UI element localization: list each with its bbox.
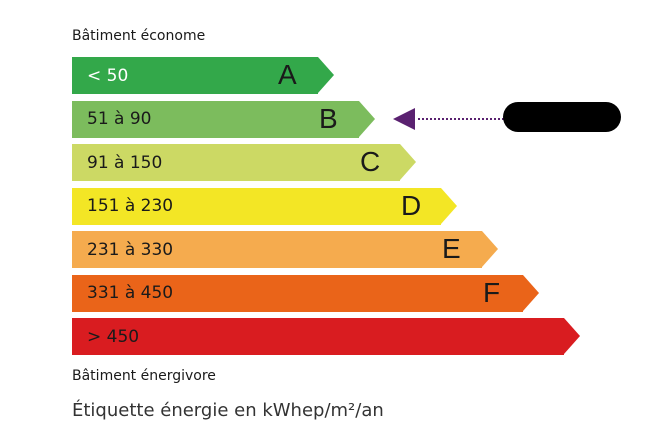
bar-tip <box>318 57 334 93</box>
bar-tip <box>564 318 580 354</box>
bar-tip <box>359 100 375 137</box>
class-range: 151 à 230 <box>87 196 174 216</box>
bar-body <box>72 187 441 225</box>
energy-class-e: 231 à 330 E <box>72 231 498 268</box>
bar-body <box>72 144 400 181</box>
class-range: < 50 <box>87 65 129 86</box>
class-range: 231 à 330 <box>87 239 174 260</box>
bar-tip <box>400 144 416 180</box>
energy-class-f: 331 à 450 F <box>72 274 539 312</box>
bottom-label: Bâtiment énergivore <box>72 368 216 384</box>
bar-body <box>72 274 523 312</box>
bar-tip <box>482 231 498 267</box>
indicator-dotted-line <box>418 118 504 120</box>
class-letter: B <box>319 102 338 134</box>
bar-body <box>72 57 318 94</box>
class-range: > 450 <box>87 326 140 347</box>
bar-tip <box>523 274 539 311</box>
bar-body <box>72 318 564 355</box>
bar-body <box>72 231 482 268</box>
class-letter: F <box>483 276 501 308</box>
class-letter: A <box>278 59 297 90</box>
energy-class-a: < 50 A <box>72 57 334 94</box>
energy-class-b: 51 à 90 B <box>72 100 375 138</box>
class-range: 51 à 90 <box>87 109 152 129</box>
class-range: 331 à 450 <box>87 283 174 303</box>
energy-class-g: > 450 <box>72 318 580 355</box>
energy-class-c: 91 à 150 C <box>72 144 416 181</box>
bar-tip <box>441 187 457 224</box>
top-label: Bâtiment économe <box>72 28 206 44</box>
bar-body <box>72 100 359 138</box>
class-range: 91 à 150 <box>87 152 163 173</box>
class-letter: D <box>401 189 422 221</box>
class-letter: C <box>360 146 381 177</box>
indicator-arrow-icon <box>393 108 415 130</box>
class-letter: E <box>442 233 461 264</box>
unit-label: Étiquette énergie en kWhep/m²/an <box>72 400 384 421</box>
redacted-value <box>503 102 621 132</box>
energy-class-d: 151 à 230 D <box>72 187 457 225</box>
